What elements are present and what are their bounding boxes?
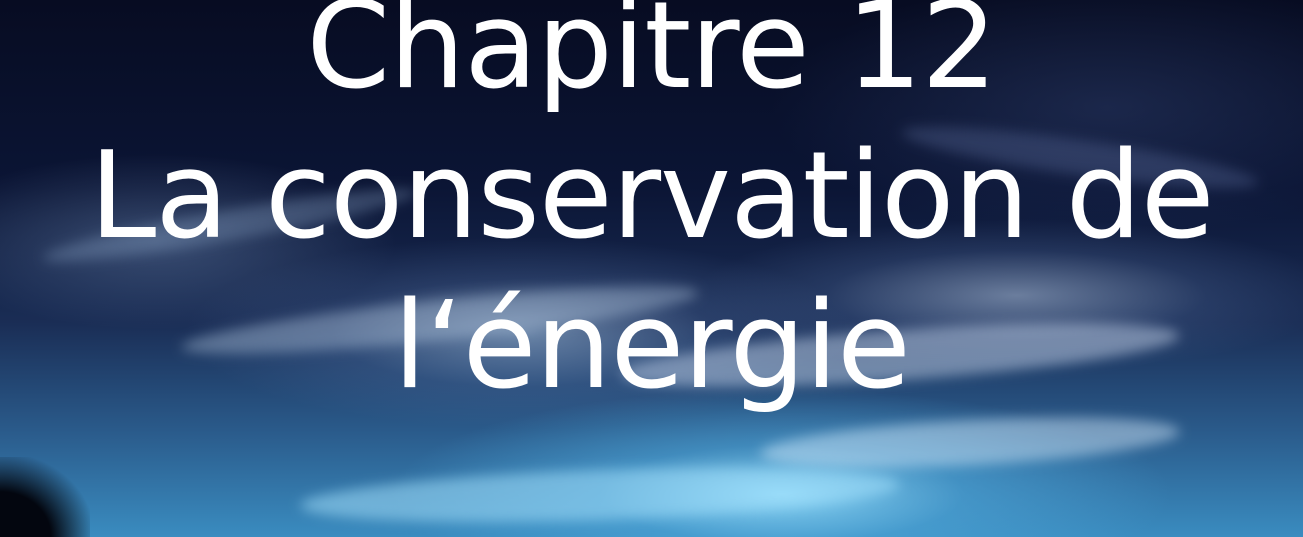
cloud-streak xyxy=(299,459,901,531)
dark-foreground xyxy=(0,457,90,537)
title-line-3: l‘énergie xyxy=(393,277,911,416)
title-line-2: La conservation de xyxy=(89,127,1214,266)
title-line-1: Chapitre 12 xyxy=(306,0,997,116)
slide-title: Chapitre 12 La conservation de l‘énergie xyxy=(89,0,1214,416)
